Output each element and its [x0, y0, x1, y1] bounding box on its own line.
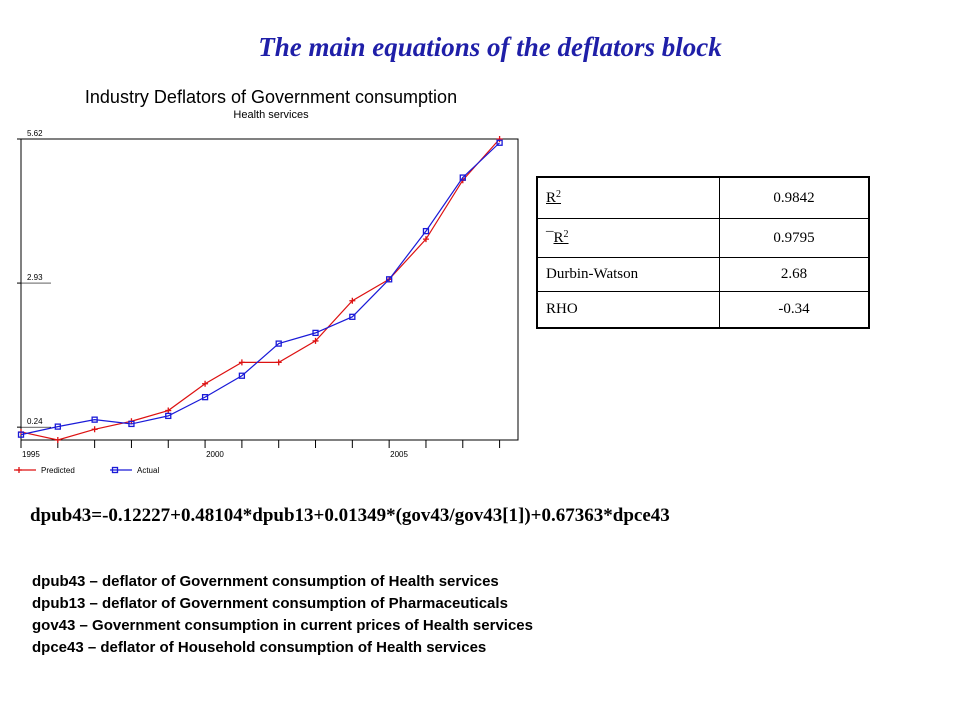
- definition-item: dpub43 – deflator of Government consumpt…: [32, 573, 499, 590]
- data-point: [201, 394, 209, 401]
- chart-subtitle: Health services: [233, 109, 309, 121]
- stats-value: 2.68: [719, 257, 870, 292]
- x-tick-label: 1995: [22, 450, 40, 459]
- plot-frame: [20, 138, 519, 441]
- data-point: [54, 423, 61, 430]
- stats-row-rho: RHO -0.34: [536, 291, 870, 329]
- stats-value: 0.9795: [719, 218, 870, 258]
- data-point: [165, 407, 172, 414]
- data-point: [238, 372, 246, 379]
- regression-stats-table: R2 0.9842 ¯R2 0.9795 Durbin-Watson 2.68 …: [536, 176, 870, 329]
- legend-label: Predicted: [41, 466, 75, 475]
- data-point: [91, 426, 98, 433]
- stats-value: -0.34: [719, 291, 870, 329]
- data-point: [202, 380, 209, 387]
- data-point: [54, 437, 61, 443]
- legend-label: Actual: [137, 466, 159, 475]
- series-line: [20, 138, 501, 441]
- series-predicted: [18, 136, 503, 443]
- slide-title: The main equations of the deflators bloc…: [258, 32, 722, 62]
- data-point: [128, 420, 135, 428]
- stats-row-r2: R2 0.9842: [536, 176, 870, 219]
- data-point: [349, 313, 356, 320]
- data-point: [275, 359, 282, 366]
- data-point: [422, 227, 430, 235]
- stats-label: ¯R2: [536, 218, 720, 258]
- series-line: [20, 142, 501, 436]
- legend-marker: [16, 467, 22, 473]
- stats-label: R2: [536, 176, 720, 219]
- x-tick-label: 2000: [206, 450, 224, 459]
- series-actual: [17, 139, 503, 438]
- stats-label: RHO: [536, 291, 720, 329]
- data-point: [496, 139, 503, 146]
- legend-item: Predicted: [14, 466, 75, 475]
- data-point: [459, 174, 466, 181]
- regression-equation: dpub43=-0.12227+0.48104*dpub13+0.01349*(…: [30, 505, 670, 526]
- x-tick-label: 2005: [390, 450, 408, 459]
- stats-row-adj-r2: ¯R2 0.9795: [536, 218, 870, 258]
- data-point: [275, 340, 282, 347]
- deflator-chart: Industry Deflators of Government consump…: [14, 87, 519, 475]
- variable-definitions: dpub43 – deflator of Government consumpt…: [32, 571, 533, 659]
- stats-row-durbin-watson: Durbin-Watson 2.68: [536, 257, 870, 292]
- data-point: [385, 276, 393, 283]
- data-point: [238, 359, 245, 366]
- data-point: [312, 337, 319, 344]
- data-point: [312, 329, 319, 337]
- data-point: [349, 297, 356, 304]
- data-point: [17, 431, 25, 438]
- legend-item: Actual: [110, 466, 159, 475]
- data-point: [91, 416, 98, 423]
- legend-marker: [111, 466, 119, 474]
- chart-title: Industry Deflators of Government consump…: [85, 87, 457, 107]
- y-tick-label: 2.93: [27, 273, 43, 282]
- y-tick-label: 5.62: [27, 129, 43, 138]
- definition-item: dpub13 – deflator of Government consumpt…: [32, 595, 508, 612]
- stats-value: 0.9842: [719, 176, 870, 219]
- definition-item: dpce43 – deflator of Household consumpti…: [32, 639, 487, 656]
- stats-label: Durbin-Watson: [536, 257, 720, 292]
- definition-item: gov43 – Government consumption in curren…: [32, 617, 533, 634]
- data-point: [165, 412, 172, 420]
- y-tick-label: 0.24: [27, 417, 43, 426]
- data-point: [496, 136, 503, 142]
- data-point: [422, 236, 429, 243]
